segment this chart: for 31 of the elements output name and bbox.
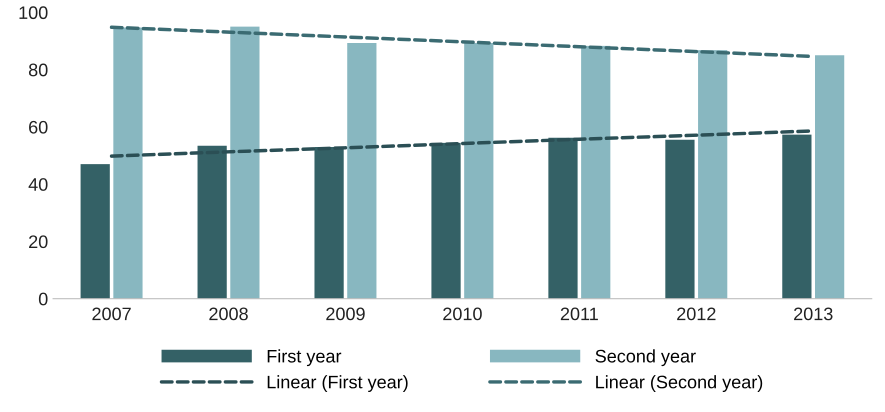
x-tick-label: 2007 xyxy=(92,308,131,320)
legend-label: Linear (First year) xyxy=(268,375,408,392)
bar xyxy=(782,134,812,299)
legend-label: First year xyxy=(268,349,342,366)
legend-label: Linear (Second year) xyxy=(596,375,762,392)
bar xyxy=(230,26,260,299)
x-tick-label: 2011 xyxy=(560,308,598,320)
y-tick-label: 40 xyxy=(28,178,48,191)
bar xyxy=(198,146,227,299)
y-tick-label: 60 xyxy=(29,120,48,134)
x-tick-label: 2009 xyxy=(326,308,365,320)
bar xyxy=(698,50,728,299)
y-tick-label: 0 xyxy=(38,292,48,306)
legend-label: Second year xyxy=(596,349,696,366)
x-tick-label: 2012 xyxy=(677,308,716,320)
x-tick-label: 2013 xyxy=(794,308,833,320)
bar xyxy=(581,46,610,299)
y-tick-label: 80 xyxy=(28,64,48,76)
bar xyxy=(347,43,376,299)
bar xyxy=(548,138,578,299)
bar xyxy=(464,43,494,299)
bar xyxy=(665,140,695,299)
bar xyxy=(113,28,143,299)
bar xyxy=(314,146,344,299)
bar xyxy=(431,142,461,299)
x-tick-label: 2010 xyxy=(443,308,482,320)
bar xyxy=(815,55,844,299)
bar xyxy=(80,164,110,299)
x-tick-label: 2008 xyxy=(209,308,248,320)
y-tick-label: 100 xyxy=(19,6,48,20)
y-tick-label: 20 xyxy=(29,235,48,248)
